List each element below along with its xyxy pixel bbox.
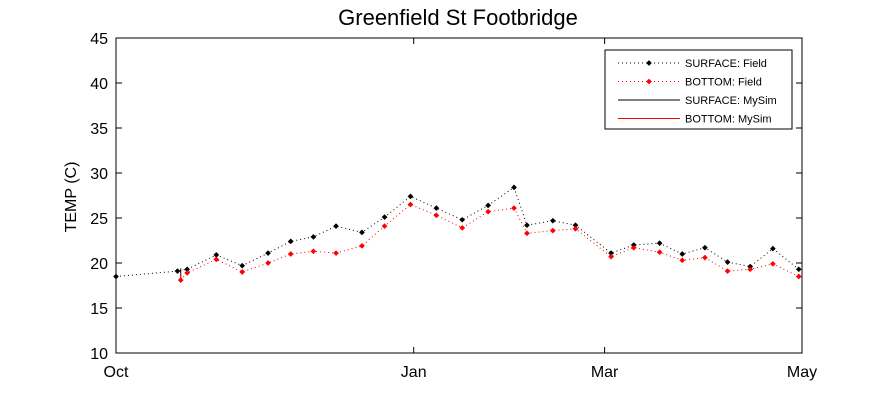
data-point xyxy=(358,242,365,249)
data-point xyxy=(701,254,708,261)
data-point xyxy=(407,201,414,208)
x-tick-label: Mar xyxy=(591,364,619,381)
legend-label: SURFACE: MySim xyxy=(685,95,777,107)
data-point xyxy=(485,202,492,209)
data-point xyxy=(310,248,317,255)
x-axis: Oct Jan Mar May xyxy=(104,38,817,381)
legend: SURFACE: Field BOTTOM: Field SURFACE: MySi… xyxy=(604,49,793,130)
data-point xyxy=(310,233,317,240)
legend-item: SURFACE: Field xyxy=(618,58,767,70)
data-point xyxy=(656,249,663,256)
data-point xyxy=(287,238,294,245)
series-surface-field xyxy=(113,184,802,280)
data-point xyxy=(433,205,440,212)
series-bottom-field xyxy=(177,201,802,284)
series-layer xyxy=(113,184,802,284)
data-point xyxy=(287,251,294,257)
data-point xyxy=(381,214,388,221)
data-point xyxy=(630,244,637,251)
data-point xyxy=(646,60,652,66)
chart-title: Greenfield St Footbridge xyxy=(338,5,578,30)
data-point xyxy=(679,257,686,264)
data-point xyxy=(333,223,339,230)
y-axis: 10 15 20 25 30 35 40 45 xyxy=(90,31,802,363)
y-tick-label: 20 xyxy=(90,256,108,273)
data-point xyxy=(485,208,492,215)
y-tick-label: 30 xyxy=(90,166,108,183)
y-tick-label: 35 xyxy=(90,121,108,138)
series-line xyxy=(180,203,799,281)
y-tick-label: 10 xyxy=(90,346,108,363)
legend-item: SURFACE: MySim xyxy=(618,95,777,107)
data-point xyxy=(646,78,652,85)
data-point xyxy=(511,205,517,212)
data-point xyxy=(549,217,556,224)
x-tick-label: Oct xyxy=(104,364,129,381)
data-point xyxy=(724,259,731,266)
legend-label: SURFACE: Field xyxy=(685,58,767,70)
data-point xyxy=(795,266,802,273)
data-point xyxy=(333,250,339,257)
data-point xyxy=(113,273,119,280)
legend-box xyxy=(604,49,793,130)
legend-item: BOTTOM: Field xyxy=(618,77,762,89)
data-point xyxy=(656,240,663,247)
data-point xyxy=(679,251,686,257)
data-point xyxy=(358,229,365,236)
data-point xyxy=(239,262,246,269)
x-tick-label: May xyxy=(787,364,817,381)
data-point xyxy=(381,223,388,230)
data-point xyxy=(265,250,272,257)
data-point xyxy=(213,256,220,263)
legend-item: BOTTOM: MySim xyxy=(618,114,772,126)
y-tick-label: 45 xyxy=(90,31,108,48)
data-point xyxy=(239,269,246,275)
data-point xyxy=(407,193,414,200)
data-point xyxy=(433,212,440,219)
x-tick-label: Jan xyxy=(401,364,427,381)
legend-label: BOTTOM: MySim xyxy=(685,114,772,126)
data-point xyxy=(701,244,708,251)
data-point xyxy=(724,268,731,275)
y-tick-label: 40 xyxy=(90,76,108,93)
data-point xyxy=(523,230,530,237)
data-point xyxy=(608,253,615,260)
data-point xyxy=(572,225,579,232)
data-point xyxy=(184,269,191,276)
y-tick-label: 15 xyxy=(90,301,108,318)
data-point xyxy=(511,184,517,191)
data-point xyxy=(747,266,754,273)
data-point xyxy=(769,260,776,267)
data-point xyxy=(265,260,272,266)
legend-label: BOTTOM: Field xyxy=(685,77,762,89)
data-point xyxy=(459,224,466,231)
data-point xyxy=(174,268,181,275)
data-point xyxy=(549,227,556,234)
y-axis-label: TEMP (C) xyxy=(63,162,80,233)
y-tick-label: 25 xyxy=(90,211,108,228)
data-point xyxy=(523,222,530,229)
data-point xyxy=(769,245,776,252)
data-point xyxy=(459,216,466,223)
data-point xyxy=(795,273,802,280)
